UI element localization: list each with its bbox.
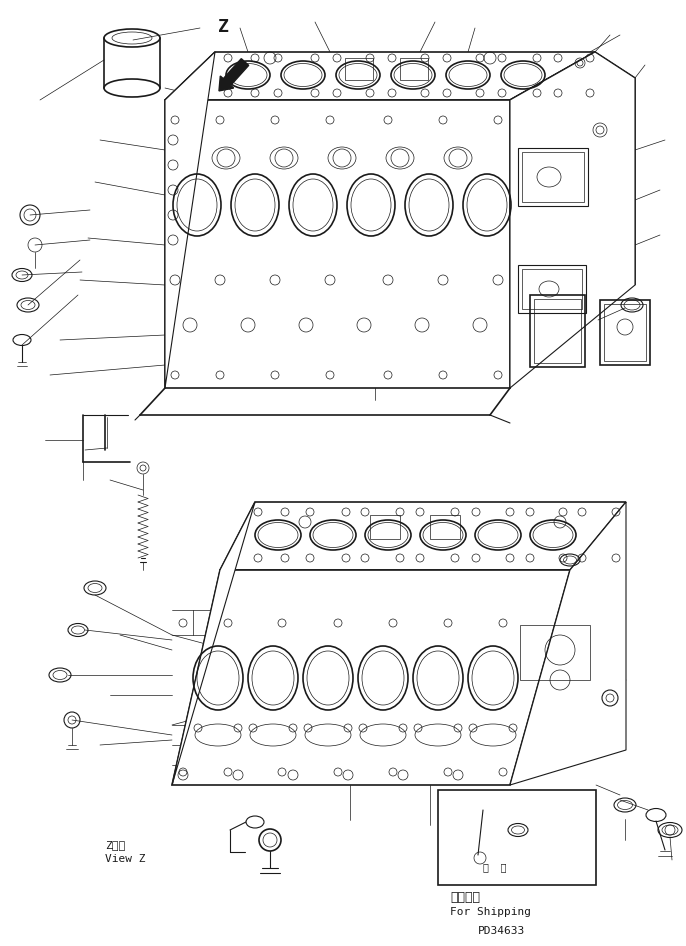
- Bar: [518, 148, 588, 206]
- Bar: [520, 625, 590, 680]
- Bar: [604, 304, 646, 361]
- Text: －  ．: － ．: [483, 862, 506, 872]
- Polygon shape: [172, 502, 255, 785]
- Polygon shape: [510, 52, 635, 285]
- Text: View Z: View Z: [105, 854, 145, 864]
- Bar: [400, 58, 428, 80]
- Text: Z　視: Z 視: [105, 840, 126, 850]
- Bar: [534, 299, 581, 363]
- Text: Z: Z: [218, 18, 229, 36]
- Polygon shape: [510, 52, 635, 388]
- Text: 運携部品: 運携部品: [450, 891, 480, 904]
- Text: PD34633: PD34633: [478, 926, 525, 936]
- Bar: [345, 58, 373, 80]
- FancyArrow shape: [219, 59, 249, 91]
- Polygon shape: [165, 100, 510, 388]
- Polygon shape: [220, 502, 626, 570]
- Bar: [530, 295, 585, 367]
- Bar: [522, 269, 582, 309]
- Polygon shape: [165, 52, 595, 100]
- Polygon shape: [172, 570, 570, 785]
- Text: For Shipping: For Shipping: [450, 907, 531, 917]
- Polygon shape: [165, 52, 215, 388]
- Bar: [600, 300, 650, 365]
- Bar: [518, 265, 586, 313]
- Polygon shape: [510, 502, 626, 785]
- Bar: [522, 152, 584, 202]
- Bar: [430, 515, 460, 539]
- Bar: [370, 515, 400, 539]
- Bar: [438, 790, 596, 885]
